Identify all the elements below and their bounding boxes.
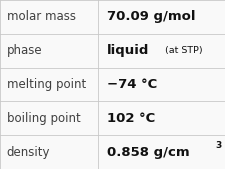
Text: phase: phase [7, 44, 42, 57]
Text: liquid: liquid [107, 44, 149, 57]
Text: boiling point: boiling point [7, 112, 80, 125]
Text: −74 °C: −74 °C [107, 78, 157, 91]
Text: melting point: melting point [7, 78, 86, 91]
Text: 0.858 g/cm: 0.858 g/cm [107, 146, 189, 159]
Text: density: density [7, 146, 50, 159]
Text: (at STP): (at STP) [165, 46, 202, 55]
Text: 3: 3 [214, 141, 220, 150]
Text: 70.09 g/mol: 70.09 g/mol [107, 10, 195, 23]
Text: 102 °C: 102 °C [107, 112, 155, 125]
Text: molar mass: molar mass [7, 10, 75, 23]
